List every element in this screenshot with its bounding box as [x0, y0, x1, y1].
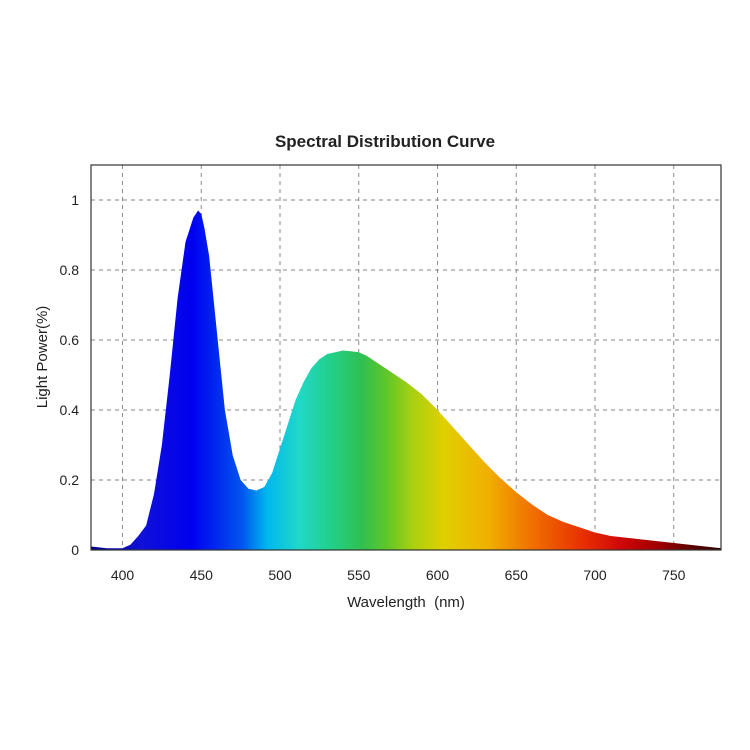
x-tick-label: 700 [583, 567, 607, 583]
y-tick-label: 0.4 [60, 402, 80, 418]
y-tick-label: 1 [71, 192, 79, 208]
x-tick-labels: 400 450 500 550 600 650 700 750 [111, 567, 686, 583]
x-tick-label: 750 [662, 567, 686, 583]
x-axis-label: Wavelength (nm) [347, 594, 465, 611]
x-tick-label: 500 [268, 567, 292, 583]
x-tick-label: 400 [111, 567, 135, 583]
spectrum-area [91, 210, 721, 550]
y-tick-labels: 0 0.2 0.4 0.6 0.8 1 [60, 192, 80, 558]
x-tick-label: 450 [190, 567, 214, 583]
y-tick-label: 0 [71, 542, 79, 558]
spectrum-area-layer [91, 210, 721, 550]
x-tick-label: 550 [347, 567, 371, 583]
plot-frame [90, 164, 722, 551]
y-tick-label: 0.2 [60, 472, 80, 488]
chart-title: Spectral Distribution Curve [275, 132, 495, 151]
y-tick-label: 0.8 [60, 262, 80, 278]
x-tick-label: 650 [505, 567, 529, 583]
x-tick-label: 600 [426, 567, 450, 583]
y-axis-label: Light Power(%) [34, 306, 51, 409]
y-tick-label: 0.6 [60, 332, 80, 348]
